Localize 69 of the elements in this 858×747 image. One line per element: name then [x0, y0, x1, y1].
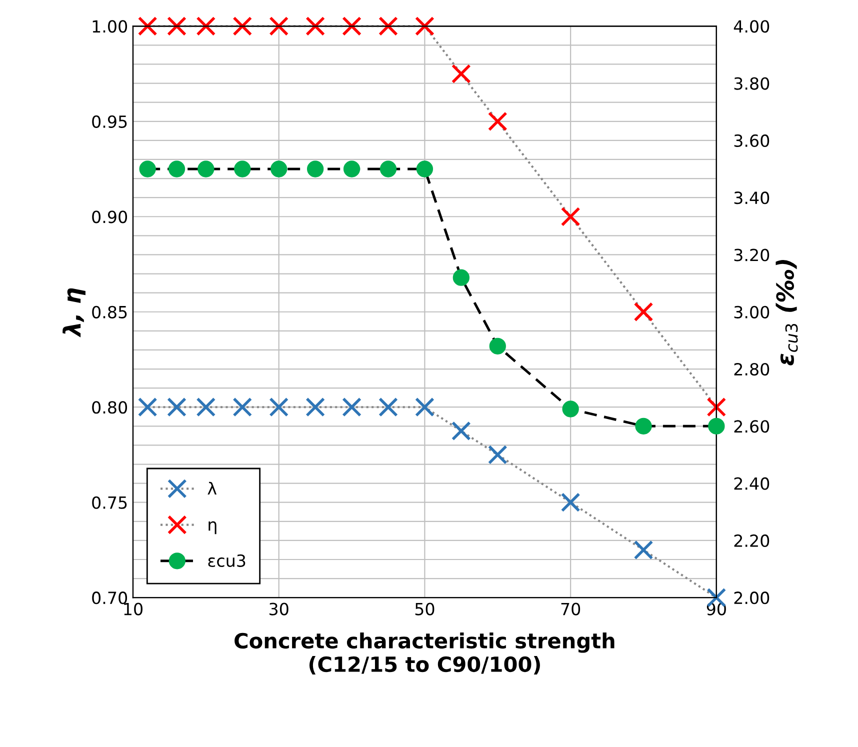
point: [269, 397, 289, 417]
point: [343, 160, 360, 178]
y-tick-label: 0.80: [92, 401, 128, 414]
point: [378, 16, 398, 36]
point: [416, 160, 434, 178]
y-tick-label: 0.95: [92, 115, 127, 128]
y2-tick-label: 3.20: [734, 248, 770, 262]
point: [635, 418, 652, 434]
point: [306, 16, 326, 36]
point: [168, 160, 186, 178]
y2-tick-label: 2.00: [734, 592, 770, 604]
point: [269, 16, 289, 36]
y2-tick-label: 3.80: [734, 77, 770, 90]
point: [167, 16, 186, 36]
point: [306, 397, 326, 417]
point: [198, 160, 214, 178]
y-tick-label: 0.90: [92, 210, 128, 224]
point: [234, 160, 251, 178]
point: [380, 160, 397, 178]
y-tick-label: 0.70: [92, 592, 128, 604]
point: [562, 400, 579, 418]
point: [706, 397, 726, 417]
y2-tick-label: 2.60: [734, 420, 770, 433]
y-tick-label: 0.75: [92, 496, 127, 509]
x-tick-label: 70: [561, 602, 580, 616]
y2-tick-label: 3.60: [734, 134, 770, 148]
point: [138, 397, 158, 417]
x-axis-title: Concrete characteristic strength (C12/15 to C90/100): [234, 632, 614, 675]
point: [342, 16, 362, 36]
y2-tick-label: 3.40: [734, 192, 770, 204]
legend-label: λ: [208, 482, 217, 494]
point: [138, 16, 158, 36]
point: [560, 492, 580, 512]
point: [451, 421, 471, 441]
legend-label: εcu3: [208, 554, 246, 567]
point: [560, 206, 580, 226]
point: [708, 418, 725, 434]
point: [414, 16, 434, 36]
point: [196, 16, 216, 36]
point: [488, 112, 508, 132]
point: [342, 397, 362, 417]
y2-tick-label: 2.20: [734, 534, 770, 548]
point: [452, 269, 470, 286]
x-tick-label: 30: [270, 602, 288, 616]
point: [489, 338, 506, 354]
point: [270, 160, 288, 178]
point: [488, 445, 508, 464]
point: [196, 397, 216, 417]
point: [634, 302, 654, 322]
point: [167, 397, 186, 417]
point: [451, 64, 471, 84]
point: [378, 397, 398, 417]
y2-tick-label: 2.40: [734, 477, 770, 490]
y2-axis-title: ε$_{cu3}$ (‰): [776, 260, 798, 366]
point: [414, 397, 434, 417]
point: [139, 160, 156, 178]
point: [306, 160, 324, 178]
y-tick-label: 1.00: [92, 20, 128, 33]
point: [232, 16, 252, 36]
y2-tick-label: 2.80: [734, 362, 770, 376]
y2-tick-label: 3.00: [734, 306, 770, 318]
y-axis-title: λ, η: [62, 288, 86, 338]
x-tick-label: 10: [124, 602, 142, 616]
x-tick-label: 50: [415, 602, 434, 616]
y-tick-label: 0.85: [92, 306, 127, 318]
legend-label: η: [208, 521, 216, 534]
point: [634, 540, 654, 560]
y2-tick-label: 4.00: [734, 20, 770, 33]
point: [232, 397, 252, 417]
